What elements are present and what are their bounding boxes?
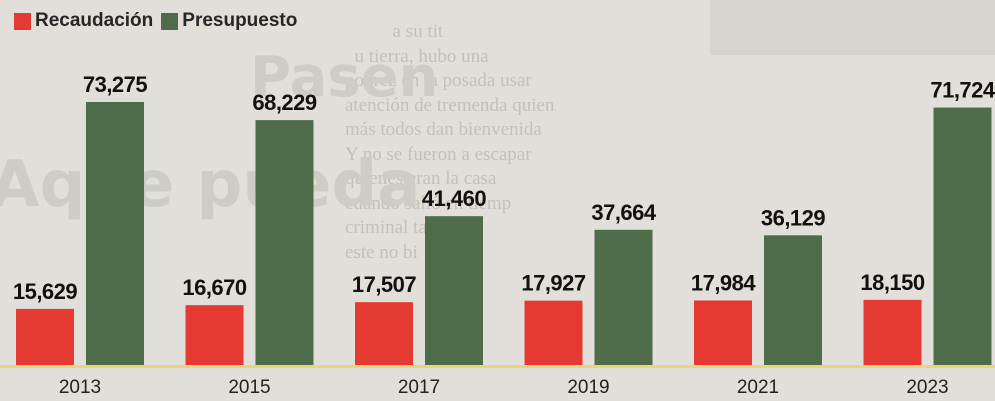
- bar-recaudacion-2013: [16, 308, 74, 365]
- x-tick-label-2013: 2013: [59, 377, 101, 398]
- legend-item-presupuesto: Presupuesto: [161, 10, 297, 32]
- x-tick-label-2017: 2017: [398, 377, 440, 398]
- x-axis-baseline: [0, 365, 995, 368]
- bar-presupuesto-2023: [933, 107, 992, 365]
- bar-recaudacion-2015: [185, 305, 244, 365]
- bar-recaudacion-2023: [863, 299, 922, 365]
- data-label-presupuesto-2023: 71,724: [930, 78, 995, 103]
- bar-presupuesto-2015: [255, 120, 314, 365]
- data-label-presupuesto-2015: 68,229: [252, 90, 317, 115]
- x-tick-label-2015: 2015: [228, 377, 270, 398]
- bar-presupuesto-2013: [86, 102, 144, 365]
- bar-recaudacion-2017: [355, 302, 413, 365]
- data-label-recaudacion-2013: 15,629: [13, 279, 78, 304]
- legend-label-presupuesto: Presupuesto: [182, 10, 298, 31]
- legend-item-recaudacion: Recaudación: [14, 10, 153, 32]
- bar-presupuesto-2019: [594, 229, 653, 365]
- chart-legend: Recaudación Presupuesto: [14, 10, 305, 32]
- legend-label-recaudacion: Recaudación: [35, 10, 154, 31]
- x-tick-label-2019: 2019: [567, 377, 609, 398]
- bar-presupuesto-2021: [764, 235, 822, 365]
- data-label-recaudacion-2019: 17,927: [521, 271, 586, 296]
- data-label-presupuesto-2021: 36,129: [761, 205, 826, 230]
- x-tick-label-2021: 2021: [737, 377, 779, 398]
- legend-swatch-presupuesto: [161, 12, 179, 30]
- data-label-recaudacion-2015: 16,670: [182, 275, 247, 300]
- data-label-presupuesto-2013: 73,275: [83, 72, 148, 97]
- x-tick-label-2023: 2023: [906, 377, 948, 398]
- legend-swatch-recaudacion: [14, 12, 31, 30]
- bar-recaudacion-2019: [524, 300, 583, 365]
- data-label-recaudacion-2021: 17,984: [691, 270, 757, 295]
- data-label-recaudacion-2017: 17,507: [352, 272, 417, 297]
- bar-presupuesto-2017: [425, 216, 483, 365]
- data-label-presupuesto-2019: 37,664: [591, 200, 657, 225]
- data-label-recaudacion-2023: 18,150: [860, 270, 925, 295]
- bar-recaudacion-2021: [694, 300, 752, 365]
- data-label-presupuesto-2017: 41,460: [422, 186, 487, 211]
